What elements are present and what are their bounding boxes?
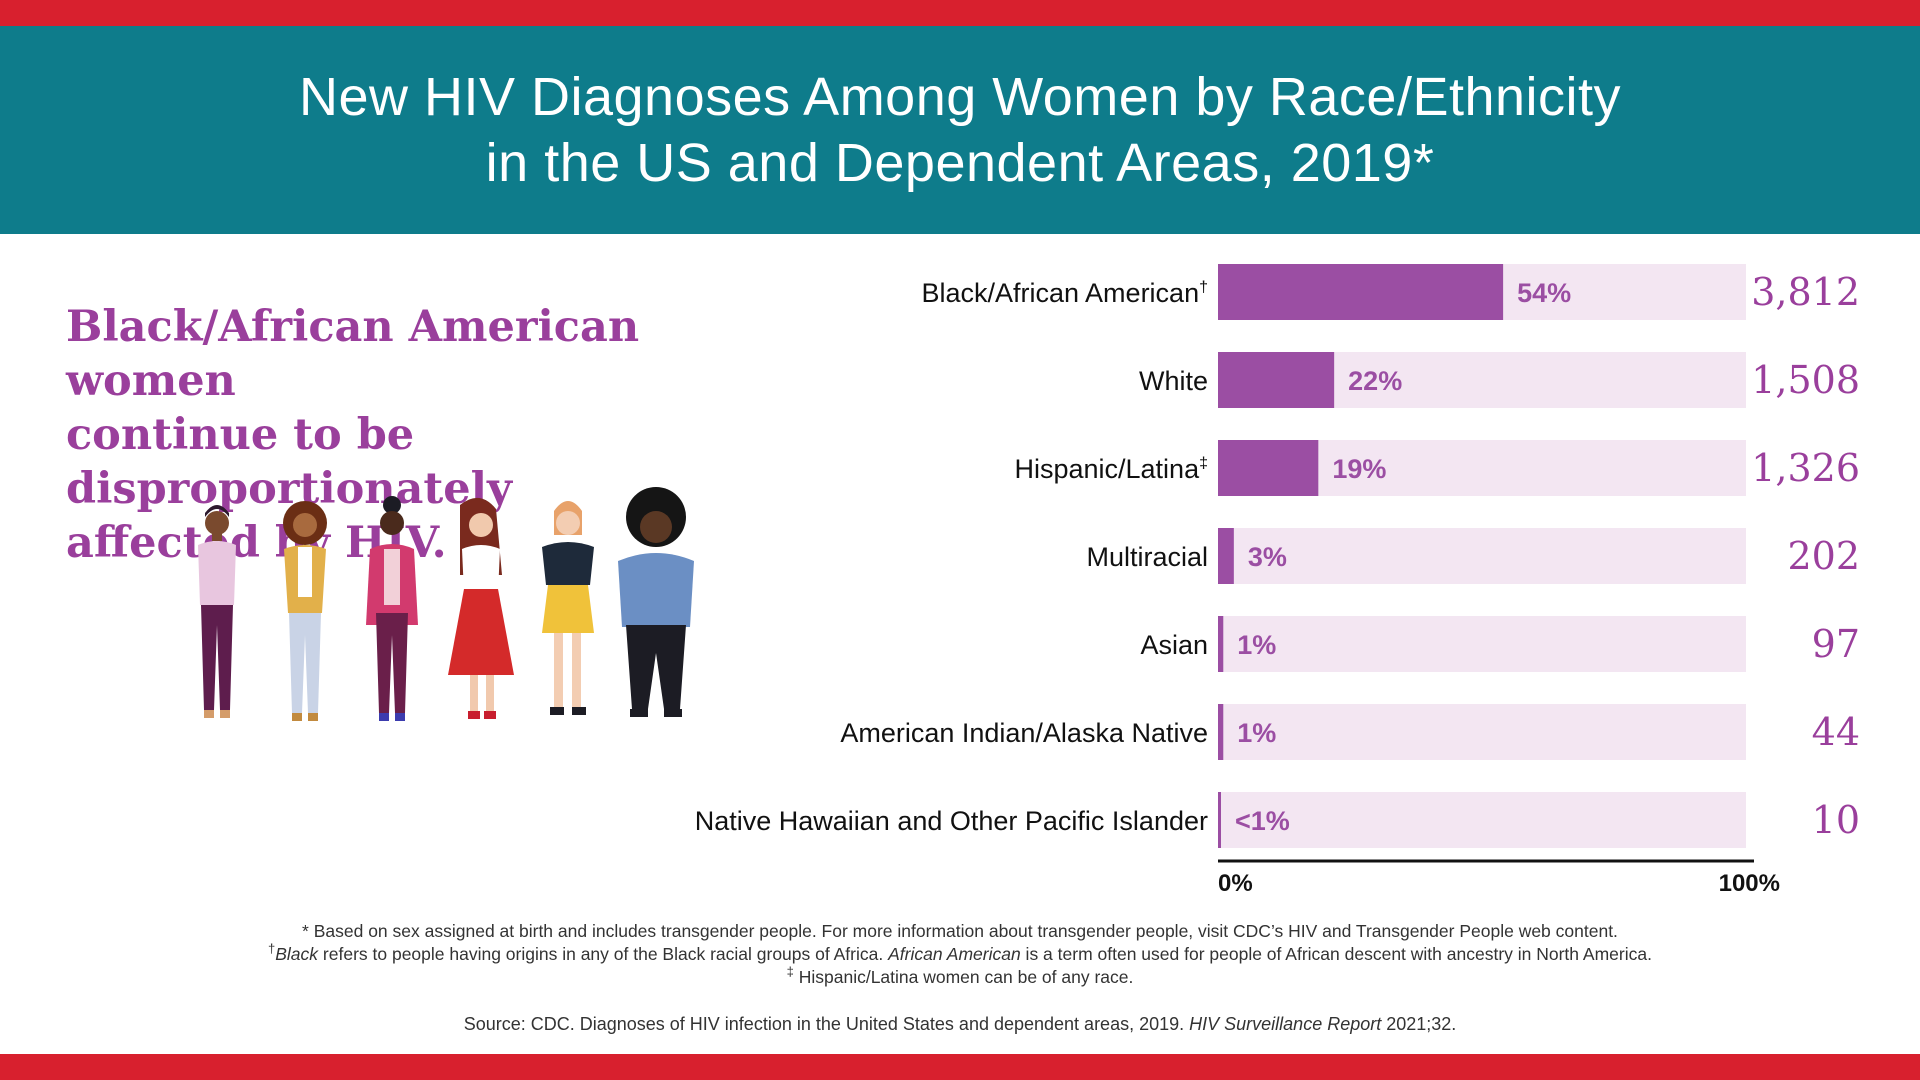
woman-figure-6 — [618, 487, 694, 717]
value-label: 1% — [1237, 630, 1276, 660]
bar-track — [1218, 792, 1746, 848]
title-line-2: in the US and Dependent Areas, 2019* — [485, 133, 1435, 193]
title-line-1: New HIV Diagnoses Among Women by Race/Et… — [298, 67, 1622, 127]
footnotes: * Based on sex assigned at birth and inc… — [0, 920, 1920, 989]
category-label: American Indian/Alaska Native — [840, 718, 1208, 748]
term-black: Black — [275, 944, 319, 964]
tagline-line-2: continue to be disproportionately — [66, 410, 512, 514]
bar-track — [1218, 528, 1746, 584]
bar — [1218, 704, 1224, 760]
footnote-dagger-text2: is a term often used for people of Afric… — [1020, 944, 1652, 964]
footnote-dagger-text1: refers to people having origins in any o… — [318, 944, 889, 964]
group-of-diverse-women-illustration — [198, 487, 694, 721]
value-label: 19% — [1332, 454, 1386, 484]
count-label: 1,326 — [1751, 446, 1860, 490]
category-label: Multiracial — [1086, 542, 1208, 572]
bar-track — [1218, 616, 1746, 672]
category-label: Native Hawaiian and Other Pacific Island… — [695, 806, 1208, 836]
footnote-dagger: †Black refers to people having origins i… — [0, 941, 1920, 966]
top-accent-bar — [0, 0, 1920, 26]
footnote-double-dagger: ‡ Hispanic/Latina women can be of any ra… — [0, 964, 1920, 989]
bar — [1218, 528, 1234, 584]
bar — [1218, 352, 1335, 408]
source-text: Source: CDC. Diagnoses of HIV infection … — [463, 1014, 1190, 1034]
woman-figure-3 — [366, 496, 418, 721]
woman-figure-4 — [448, 497, 514, 719]
bar-track — [1218, 704, 1746, 760]
count-label: 10 — [1812, 798, 1860, 842]
category-label: Asian — [1140, 630, 1208, 660]
count-label: 3,812 — [1751, 270, 1860, 314]
term-african-american: African American — [888, 944, 1021, 964]
page-header: New HIV Diagnoses Among Women by Race/Et… — [0, 26, 1920, 234]
count-label: 97 — [1812, 622, 1860, 666]
woman-figure-2 — [283, 501, 327, 721]
bottom-accent-bar — [0, 1054, 1920, 1080]
value-label: 22% — [1348, 366, 1402, 396]
bar — [1218, 792, 1221, 848]
race-ethnicity-bar-chart: Black/African American† 54% 3,812 White 22% 1… — [695, 264, 1860, 897]
source-report-title: HIV Surveillance Report — [1189, 1014, 1382, 1034]
value-label: <1% — [1235, 806, 1290, 836]
category-label: White — [1139, 366, 1208, 396]
double-dagger-mark: ‡ — [786, 964, 794, 980]
footnote-asterisk: * Based on sex assigned at birth and inc… — [302, 921, 1618, 941]
bar — [1218, 440, 1319, 496]
source-citation: Source: CDC. Diagnoses of HIV infection … — [0, 1014, 1920, 1035]
count-label: 202 — [1787, 534, 1860, 578]
footnote-double-dagger-text: Hispanic/Latina women can be of any race… — [793, 967, 1134, 987]
value-label: 54% — [1517, 278, 1571, 308]
source-citation-number: 2021;32. — [1381, 1014, 1457, 1034]
tagline-line-1: Black/African American women — [66, 302, 640, 406]
bar — [1218, 264, 1504, 320]
category-label: Black/African American† — [921, 278, 1208, 308]
woman-figure-1 — [198, 505, 236, 718]
value-label: 1% — [1237, 718, 1276, 748]
woman-figure-5 — [542, 501, 594, 715]
dagger-mark: † — [268, 941, 276, 957]
category-label: Hispanic/Latina‡ — [1014, 454, 1208, 484]
x-tick-label: 100% — [1719, 870, 1780, 897]
value-label: 3% — [1248, 542, 1287, 572]
count-label: 44 — [1812, 710, 1860, 754]
count-label: 1,508 — [1751, 358, 1860, 402]
bar — [1218, 616, 1224, 672]
x-tick-label: 0% — [1218, 870, 1253, 897]
